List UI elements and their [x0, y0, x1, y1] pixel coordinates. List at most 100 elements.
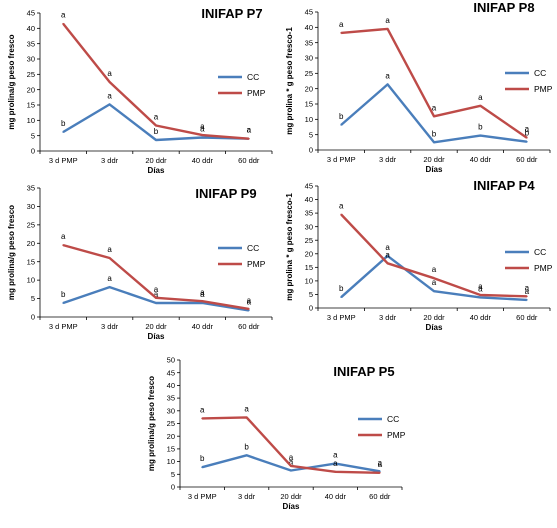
legend-label-pmp: PMP: [247, 259, 266, 269]
x-tick-label: 3 d PMP: [327, 313, 356, 322]
significance-label-pmp: a: [200, 405, 205, 414]
significance-label-pmp: a: [478, 282, 483, 291]
x-tick-label: 60 ddr: [238, 322, 260, 331]
chart-title: INIFAP P8: [473, 0, 534, 15]
significance-label-cc: a: [107, 91, 112, 100]
legend-label-cc: CC: [534, 68, 546, 78]
y-tick-label: 25: [305, 69, 313, 78]
data-point-pmp: [479, 104, 482, 107]
y-tick-label: 10: [27, 276, 35, 285]
x-tick-label: 40 ddr: [192, 156, 214, 165]
y-tick-label: 10: [305, 276, 313, 285]
significance-label-pmp: a: [107, 245, 112, 254]
data-point-pmp: [201, 300, 204, 303]
significance-label-cc: a: [378, 458, 383, 467]
data-point-cc: [433, 290, 435, 293]
data-point-pmp: [155, 296, 157, 299]
significance-label-cc: a: [200, 290, 205, 299]
data-point-cc: [108, 103, 111, 106]
y-tick-label: 0: [309, 146, 313, 155]
legend-label-pmp: PMP: [534, 263, 553, 273]
y-tick-label: 15: [305, 100, 313, 109]
data-point-cc: [479, 296, 482, 299]
legend-label-cc: CC: [387, 414, 399, 424]
data-point-pmp: [525, 295, 528, 298]
x-tick-label: 3 d PMP: [327, 155, 356, 164]
x-tick-label: 3 ddr: [238, 492, 256, 501]
x-tick-label: 20 ddr: [145, 322, 167, 331]
y-tick-label: 20: [305, 84, 313, 93]
y-tick-label: 25: [305, 236, 313, 245]
series-line-pmp: [341, 27, 528, 139]
y-tick-label: 10: [167, 457, 175, 466]
data-point-pmp: [62, 22, 65, 25]
significance-label-pmp: a: [385, 250, 390, 259]
significance-label-pmp: a: [432, 103, 437, 112]
data-point-pmp: [340, 31, 343, 34]
significance-label-pmp: a: [339, 201, 344, 210]
x-tick-label: 3 ddr: [379, 155, 397, 164]
x-axis-title: Días: [426, 165, 443, 174]
x-tick-label: 3 d PMP: [49, 156, 78, 165]
significance-label-cc: a: [432, 278, 437, 287]
significance-label-cc: b: [525, 129, 530, 138]
y-axis-title: mg prolina * g peso fresco-1: [285, 27, 294, 135]
significance-label-pmp: a: [333, 459, 338, 468]
significance-label-cc: a: [154, 290, 159, 299]
legend-label-cc: CC: [247, 72, 259, 82]
chart-title: INIFAP P7: [201, 6, 262, 21]
chart-inifap-p7: 0 5 10 15 20 25 30 35 40 45 3 d PMP 3 ddr 20 ddr 40 d…: [7, 6, 273, 175]
y-tick-label: 30: [27, 202, 35, 211]
y-tick-label: 35: [305, 209, 313, 218]
significance-label-cc: b: [154, 127, 159, 136]
data-point-pmp: [378, 471, 381, 474]
significance-label-cc: a: [289, 457, 294, 466]
y-tick-label: 40: [167, 381, 175, 390]
significance-label-pmp: a: [200, 122, 205, 131]
y-tick-label: 5: [309, 130, 313, 139]
chart-inifap-p8: 0 5 10 15 20 25 30 35 40 45 3 d PMP 3 ddr 20 ddr 40 d…: [285, 0, 553, 174]
y-tick-label: 25: [27, 220, 35, 229]
x-tick-label: 3 ddr: [379, 313, 397, 322]
legend-label-pmp: PMP: [387, 430, 406, 440]
x-tick-label: 60 ddr: [516, 313, 538, 322]
significance-label-cc: b: [339, 284, 344, 293]
y-tick-label: 20: [167, 432, 175, 441]
significance-label-pmp: a: [154, 285, 159, 294]
chart-inifap-p9: 0 5 10 15 20 25 30 35 3 d PMP 3 ddr 20 ddr 40 ddr 60…: [7, 184, 273, 341]
data-point-cc: [386, 83, 389, 86]
x-tick-label: 20 ddr: [423, 313, 445, 322]
data-point-cc: [433, 141, 435, 144]
data-point-cc: [201, 136, 204, 139]
data-point-cc: [525, 140, 528, 143]
data-point-cc: [479, 134, 482, 137]
significance-label-cc: a: [385, 71, 390, 80]
chart-title: INIFAP P9: [195, 186, 256, 201]
y-tick-label: 40: [305, 23, 313, 32]
significance-label-pmp: a: [200, 288, 205, 297]
y-axis-title: mg prolina/g peso fresco: [147, 376, 156, 471]
y-tick-label: 10: [305, 115, 313, 124]
y-tick-label: 45: [27, 9, 35, 18]
y-tick-label: 15: [27, 257, 35, 266]
y-tick-label: 45: [305, 182, 313, 191]
y-tick-label: 45: [167, 368, 175, 377]
data-point-pmp: [525, 136, 528, 139]
significance-label-pmp: a: [247, 126, 252, 135]
significance-label-pmp: a: [478, 93, 483, 102]
y-tick-label: 0: [31, 313, 35, 322]
y-axis-title: mg prolina * g peso fresco-1: [285, 193, 294, 301]
data-point-pmp: [247, 307, 250, 310]
data-point-cc: [155, 302, 157, 304]
y-tick-label: 15: [305, 263, 313, 272]
data-point-cc: [155, 139, 157, 141]
y-tick-label: 5: [31, 294, 35, 303]
significance-label-cc: a: [385, 243, 390, 252]
y-tick-label: 30: [305, 54, 313, 63]
significance-label-cc: a: [247, 126, 252, 135]
x-tick-label: 40 ddr: [470, 155, 492, 164]
significance-label-pmp: a: [244, 404, 249, 413]
x-tick-label: 20 ddr: [145, 156, 167, 165]
data-point-pmp: [334, 470, 337, 473]
significance-label-pmp: a: [378, 460, 383, 469]
